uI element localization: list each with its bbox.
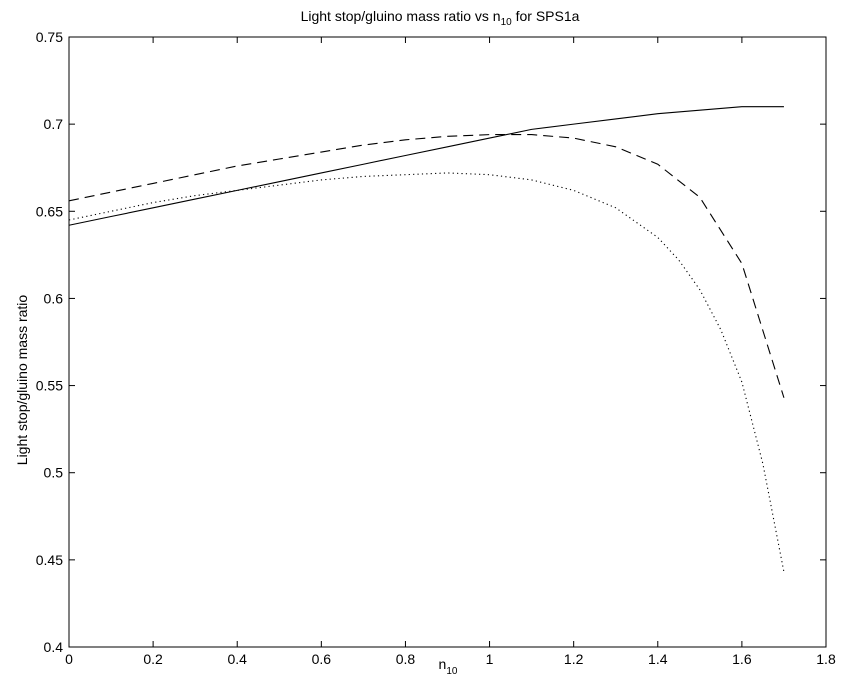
y-axis-label: Light stop/gluino mass ratio: [14, 295, 30, 466]
y-tick-label: 0.65: [36, 203, 63, 219]
y-tick-label: 0.7: [44, 116, 64, 132]
y-tick-label: 0.4: [44, 639, 64, 655]
x-axis-label: n10: [439, 656, 458, 677]
chart-title-subscript: 10: [501, 17, 513, 28]
chart-title-rest: for SPS1a: [512, 8, 580, 24]
series-line-dotted: [68, 172, 785, 573]
x-tick-label: 1.4: [648, 651, 668, 667]
y-tick-label: 0.55: [36, 378, 63, 394]
y-tick-label: 0.75: [36, 29, 63, 45]
x-tick-label: 0: [65, 651, 73, 667]
series-line-solid: [68, 106, 784, 226]
x-tick-label: 1.8: [816, 651, 836, 667]
x-tick-label: 0.8: [396, 651, 416, 667]
plot-frame: [68, 36, 827, 648]
y-tick-label: 0.6: [44, 290, 64, 306]
y-tick-label: 0.5: [44, 465, 64, 481]
x-tick-label: 0.4: [227, 651, 247, 667]
x-tick-label: 0.2: [143, 651, 163, 667]
x-tick-label: 1.2: [564, 651, 584, 667]
series-layer: [68, 106, 785, 573]
chart-title-main: Light stop/gluino mass ratio vs n: [301, 8, 501, 24]
x-tick-label: 0.6: [312, 651, 332, 667]
x-axis-label-subscript: 10: [446, 666, 458, 677]
axis-ticks: 0 0.2 0.4 0.6 0.8 1 1.2 1.4 1.6 1.8 0.4 0.45 0.5 0.55…: [36, 29, 836, 667]
x-axis-label-main: n: [439, 656, 447, 672]
chart-title: Light stop/gluino mass ratio vs n10 for …: [301, 8, 580, 28]
x-tick-label: 1.6: [732, 651, 752, 667]
y-tick-label: 0.45: [36, 552, 63, 568]
series-line-dashed: [68, 134, 785, 398]
x-tick-label: 1: [486, 651, 494, 667]
